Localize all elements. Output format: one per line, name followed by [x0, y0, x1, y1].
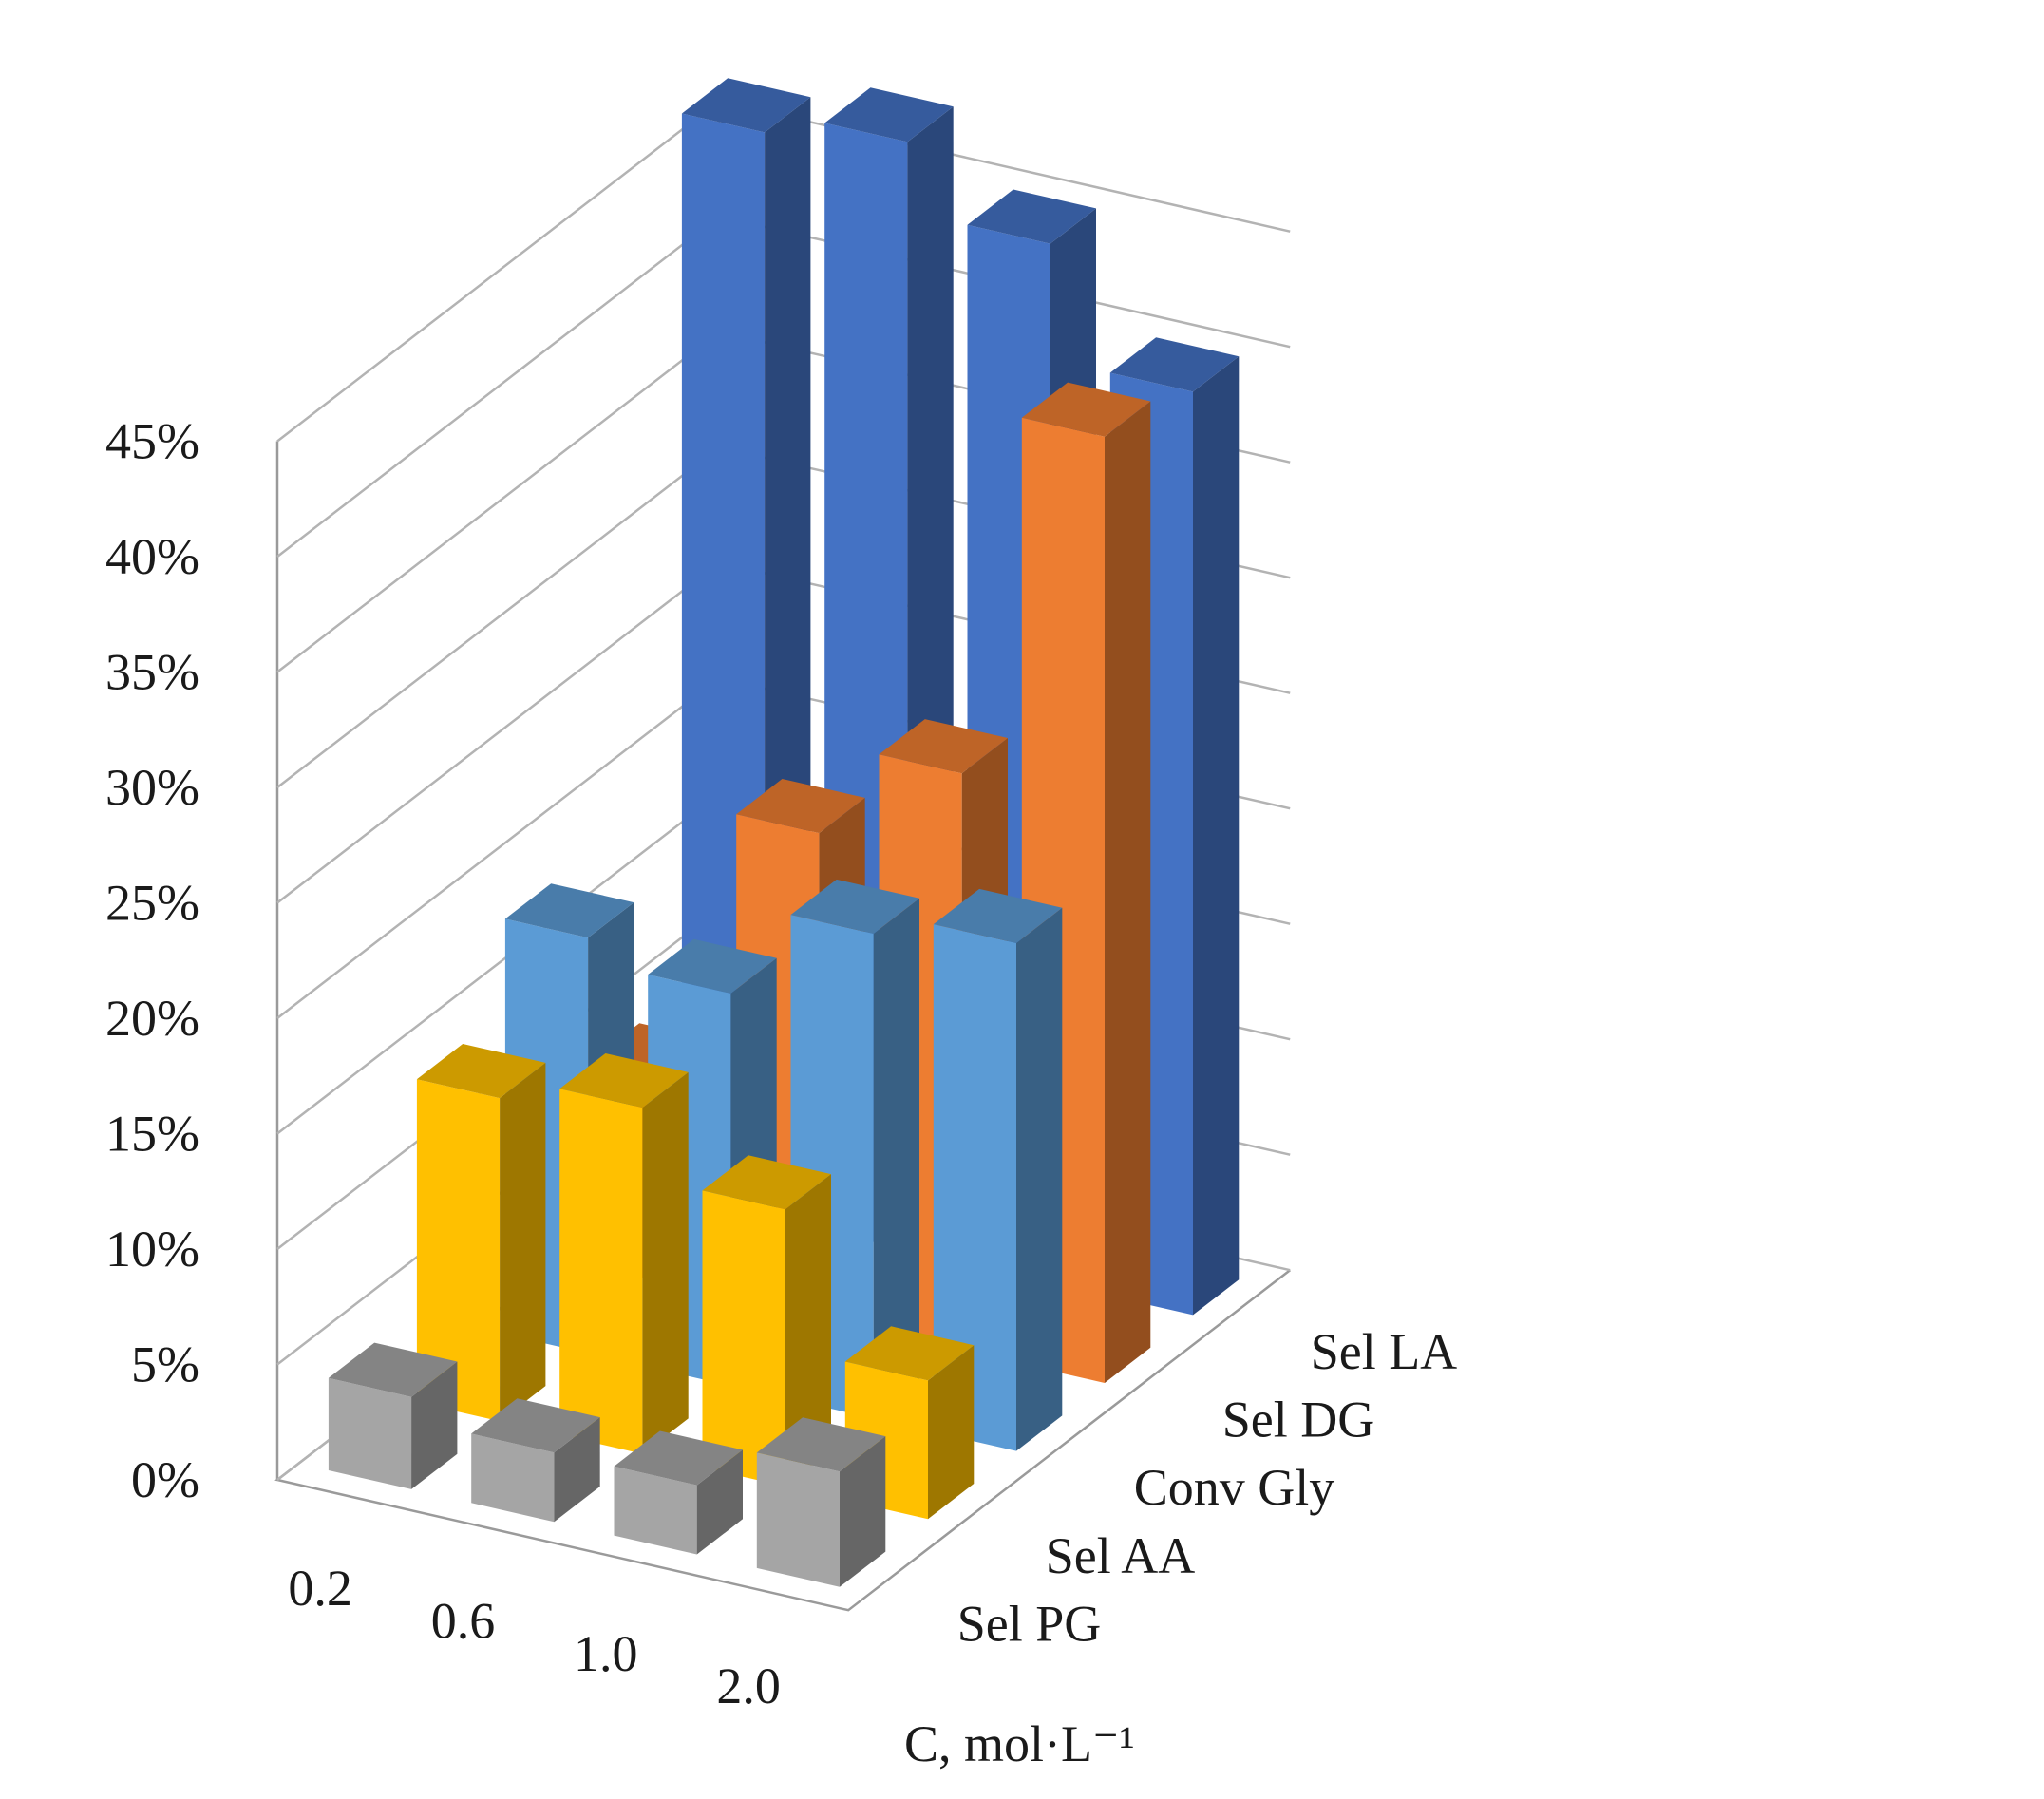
bar-top-face	[1021, 382, 1151, 437]
bar-top-face	[824, 87, 954, 142]
bar-side-face	[785, 1174, 831, 1487]
bar-top-face	[504, 883, 634, 938]
bar-side-face	[500, 1062, 546, 1422]
bar-front-face	[933, 924, 1016, 1451]
bar-sel-pg-1.0	[614, 1430, 743, 1555]
series-label: Sel DG	[1222, 1392, 1375, 1449]
bar-top-face	[702, 1155, 831, 1210]
series-label: Sel PG	[957, 1595, 1102, 1652]
bar-side-face	[928, 1345, 975, 1520]
bar-side-face	[1016, 907, 1063, 1451]
bar-top-face	[844, 1326, 975, 1381]
bar-top-face	[648, 938, 777, 994]
y-tick-label: 40%	[105, 528, 199, 585]
x-axis-title: C, mol·L⁻¹	[904, 1715, 1135, 1772]
bar-sel-aa-1.0	[702, 1155, 831, 1487]
bar-side-face	[642, 1071, 689, 1454]
y-tick-label: 20%	[105, 990, 199, 1047]
bar-front-face	[328, 1377, 412, 1489]
x-tick-label: 1.0	[574, 1625, 638, 1682]
y-tick-labels: 0% 5% 10% 15% 20% 25% 30% 35% 40% 45%	[105, 413, 199, 1509]
x-tick-labels: 0.2 0.6 1.0 2.0	[288, 1560, 781, 1714]
x-tick-label: 2.0	[716, 1657, 781, 1714]
bar-sel-pg-0.6	[471, 1398, 600, 1523]
bar-sel-pg-2.0	[756, 1417, 886, 1587]
y-tick-label: 15%	[105, 1106, 199, 1163]
bar-front-face	[614, 1466, 697, 1555]
bar-top-face	[790, 879, 919, 934]
bar-top-face	[967, 189, 1096, 244]
bar-top-face	[736, 779, 865, 834]
y-tick-label: 10%	[105, 1221, 199, 1278]
bar-top-face	[328, 1342, 458, 1397]
bar-side-face	[1105, 401, 1151, 1383]
series-label: Conv Gly	[1134, 1459, 1335, 1516]
bar-side-face	[411, 1361, 458, 1489]
y-tick-label: 30%	[105, 759, 199, 816]
bar-side-face	[696, 1449, 743, 1555]
series-label: Sel AA	[1046, 1527, 1196, 1584]
bar-top-face	[416, 1044, 546, 1099]
y-tick-label: 25%	[105, 875, 199, 932]
y-tick-label: 45%	[105, 413, 199, 470]
bar-sel-pg-0.2	[328, 1342, 458, 1489]
bar-front-face	[471, 1433, 555, 1523]
x-tick-label: 0.2	[288, 1560, 352, 1617]
y-tick-label: 0%	[131, 1451, 199, 1508]
bar-top-face	[879, 719, 1008, 774]
bar-top-face	[756, 1417, 886, 1472]
y-tick-label: 5%	[131, 1336, 199, 1393]
y-tick-label: 35%	[105, 644, 199, 701]
bar-front-face	[559, 1089, 643, 1454]
bar-front-face	[416, 1079, 501, 1422]
bar-sel-aa-0.6	[559, 1053, 689, 1454]
bar-front-face	[702, 1190, 785, 1487]
bar-side-face	[840, 1436, 886, 1587]
series-labels: Sel PG Sel AA Conv Gly Sel DG Sel LA	[957, 1323, 1457, 1652]
bar-top-face	[1109, 337, 1240, 392]
bar-side-face	[873, 898, 919, 1419]
x-tick-label: 0.6	[431, 1593, 496, 1650]
bar-top-face	[471, 1398, 600, 1453]
bar-top-face	[559, 1053, 689, 1108]
bars	[328, 78, 1240, 1587]
bar-top-face	[681, 78, 811, 133]
bar-sel-aa-0.2	[416, 1044, 546, 1422]
bar-top-face	[614, 1430, 743, 1486]
bar-side-face	[1193, 356, 1240, 1316]
bar-top-face	[933, 888, 1063, 943]
bar-side-face	[554, 1417, 600, 1523]
series-label: Sel LA	[1311, 1323, 1458, 1380]
bar-front-face	[756, 1452, 840, 1587]
bar-conv-gly-2.0	[933, 888, 1063, 1451]
